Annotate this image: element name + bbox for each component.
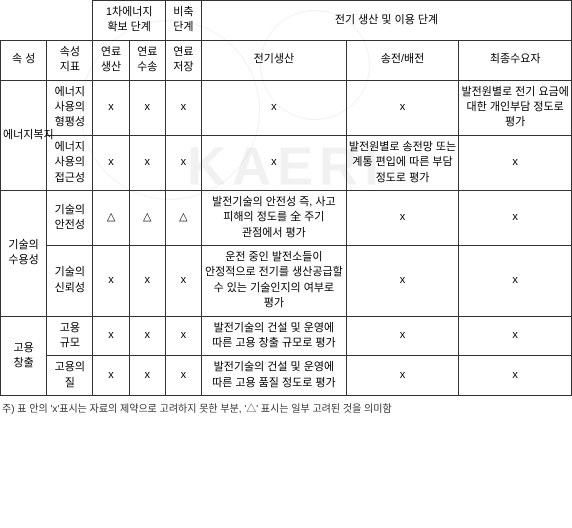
- cell: x: [346, 316, 459, 356]
- col-c6: 최종수요자: [459, 40, 572, 80]
- cell: x: [346, 246, 459, 317]
- cell: x: [346, 190, 459, 245]
- cell: x: [165, 80, 201, 135]
- cell: x: [202, 135, 347, 190]
- cell: x: [165, 356, 201, 396]
- cell: x: [165, 135, 201, 190]
- table-row: 에너지 사용의 접근성 x x x x 발전원별로 송전망 또는 계통 편입에 …: [1, 135, 572, 190]
- cell: x: [459, 356, 572, 396]
- cell: x: [459, 316, 572, 356]
- row-label: 고용의 질: [47, 356, 93, 396]
- table-row: 기술의 신뢰성 x x x 운전 중인 발전소들이 안정적으로 전기를 생산공급…: [1, 246, 572, 317]
- col-c4: 전기생산: [202, 40, 347, 80]
- cell: 발전기술의 건설 및 운영에 따른 고용 창출 규모로 평가: [202, 316, 347, 356]
- cell: x: [165, 246, 201, 317]
- col-group-1: 1차에너지 확보 단계: [93, 1, 165, 41]
- cell: 운전 중인 발전소들이 안정적으로 전기를 생산공급할 수 있는 기술인지의 여…: [202, 246, 347, 317]
- table-row: 고용의 질 x x x 발전기술의 건설 및 운영에 따른 고용 품질 정도로 …: [1, 356, 572, 396]
- cell: 발전기술의 안전성 즉, 사고 피해의 정도를 全 주기 관점에서 평가: [202, 190, 347, 245]
- data-table: 1차에너지 확보 단계 비축 단계 전기 생산 및 이용 단계 속 성 속성 지…: [0, 0, 572, 396]
- cell: x: [93, 135, 129, 190]
- table-row: 에너지복지 에너지 사용의 형평성 x x x x x 발전원별로 전기 요금에…: [1, 80, 572, 135]
- cell: x: [202, 80, 347, 135]
- row-group-label: 기술의 수용성: [1, 190, 47, 316]
- col-c3: 연료 저장: [165, 40, 201, 80]
- cell: x: [93, 246, 129, 317]
- row-label: 기술의 안전성: [47, 190, 93, 245]
- cell: 발전기술의 건설 및 운영에 따른 고용 품질 정도로 평가: [202, 356, 347, 396]
- col-group-2: 비축 단계: [165, 1, 201, 41]
- col-c5: 송전/배전: [346, 40, 459, 80]
- cell: x: [93, 80, 129, 135]
- row-group-label: 에너지복지: [1, 80, 47, 190]
- row-label: 고용 규모: [47, 316, 93, 356]
- table-row: 고용 창출 고용 규모 x x x 발전기술의 건설 및 운영에 따른 고용 창…: [1, 316, 572, 356]
- row-label: 에너지 사용의 접근성: [47, 135, 93, 190]
- cell: x: [129, 135, 165, 190]
- cell: x: [459, 135, 572, 190]
- cell: 발전원별로 전기 요금에 대한 개인부담 정도로 평가: [459, 80, 572, 135]
- cell: x: [129, 316, 165, 356]
- col-c2: 연료 수송: [129, 40, 165, 80]
- cell: x: [129, 246, 165, 317]
- cell: x: [346, 80, 459, 135]
- cell: x: [459, 190, 572, 245]
- cell: △: [165, 190, 201, 245]
- col-c1: 연료 생산: [93, 40, 129, 80]
- col-attr: 속 성: [1, 40, 47, 80]
- row-label: 기술의 신뢰성: [47, 246, 93, 317]
- cell: x: [93, 316, 129, 356]
- footnote-text: 주) 표 안의 'x'표시는 자료의 제약으로 고려하지 못한 부분, '△' …: [0, 396, 572, 419]
- cell: x: [93, 356, 129, 396]
- cell: x: [346, 356, 459, 396]
- cell: △: [93, 190, 129, 245]
- col-attr-index: 속성 지표: [47, 40, 93, 80]
- cell: △: [129, 190, 165, 245]
- row-label: 에너지 사용의 형평성: [47, 80, 93, 135]
- cell: x: [129, 80, 165, 135]
- row-group-label: 고용 창출: [1, 316, 47, 396]
- col-group-3: 전기 생산 및 이용 단계: [202, 1, 572, 41]
- cell: x: [129, 356, 165, 396]
- cell: 발전원별로 송전망 또는 계통 편입에 따른 부담 정도로 평가: [346, 135, 459, 190]
- cell: x: [165, 316, 201, 356]
- table-row: 기술의 수용성 기술의 안전성 △ △ △ 발전기술의 안전성 즉, 사고 피해…: [1, 190, 572, 245]
- cell: x: [459, 246, 572, 317]
